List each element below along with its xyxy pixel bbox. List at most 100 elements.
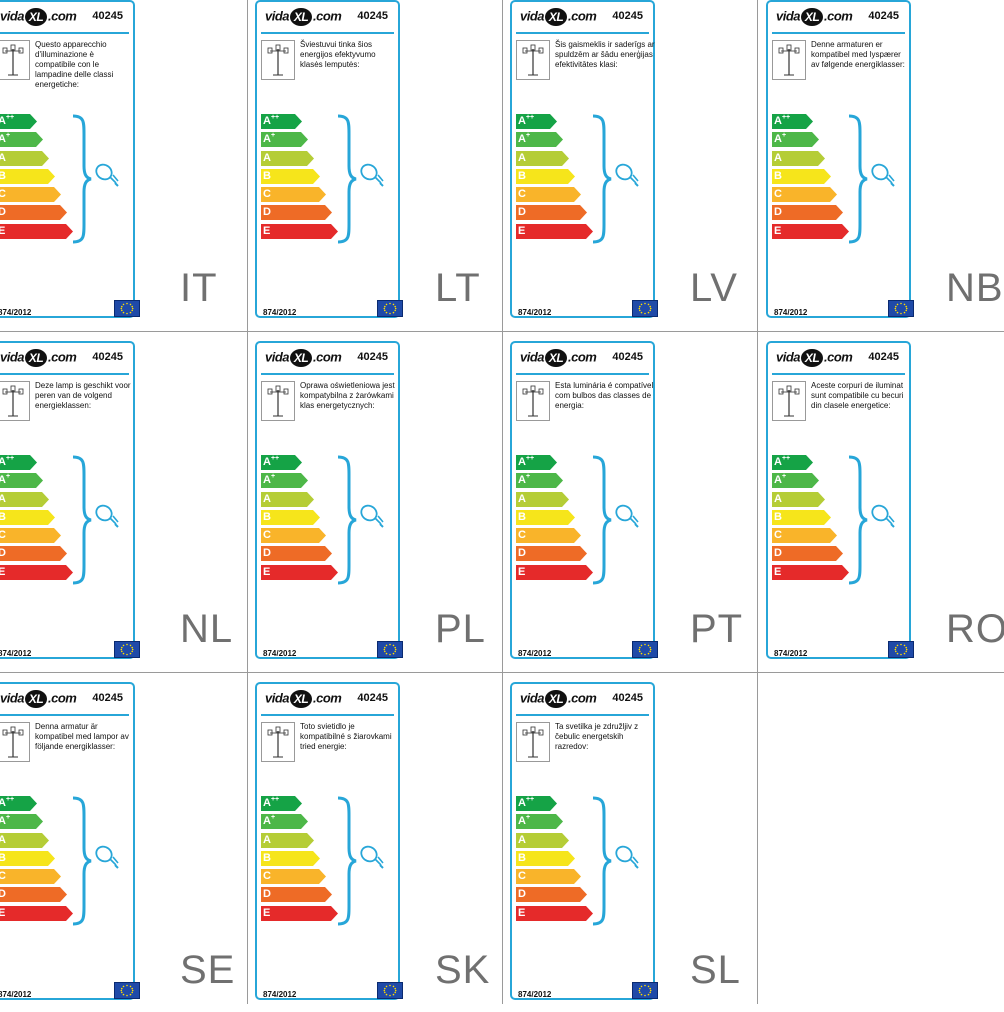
energy-class-label: A+: [518, 473, 530, 488]
light-bulb-icon: [360, 504, 384, 528]
energy-class-letter: C: [0, 870, 6, 883]
energy-class-letter: A: [518, 151, 526, 164]
language-code: SL: [690, 948, 741, 992]
floor-lamp-icon: [0, 40, 30, 80]
brand-prefix: vida: [776, 8, 801, 24]
energy-class-label: A++: [263, 114, 279, 129]
brand-xl: XL: [545, 349, 568, 367]
energy-class-letter: A: [263, 833, 271, 846]
brand-suffix: .com: [824, 349, 853, 365]
energy-class-letter: A: [518, 797, 526, 809]
energy-class-modifier: +: [5, 814, 11, 822]
energy-class-label: E: [0, 906, 5, 921]
energy-label-cell-lv: vida XL .com 40245 Šis gaismeklis ir sader…: [510, 0, 760, 330]
energy-class-label: A++: [518, 796, 534, 811]
brand-suffix: .com: [48, 8, 77, 24]
eu-flag-icon: [114, 641, 140, 658]
energy-class-letter: D: [0, 547, 6, 560]
brand-prefix: vida: [265, 8, 290, 24]
energy-class-label: D: [263, 546, 271, 561]
light-bulb-icon: [360, 845, 384, 869]
brace-icon: [592, 114, 612, 244]
energy-class-letter: E: [0, 906, 6, 919]
energy-class-label: E: [774, 565, 781, 580]
brace-icon: [337, 114, 357, 244]
energy-class-letter: A: [774, 492, 782, 505]
energy-class-letter: D: [518, 206, 526, 219]
energy-class-letter: C: [518, 188, 526, 201]
energy-class-label: D: [0, 205, 6, 220]
energy-class-letter: A: [0, 151, 6, 164]
energy-class-letter: D: [263, 206, 271, 219]
energy-class-letter: D: [263, 888, 271, 901]
brand-prefix: vida: [776, 349, 801, 365]
energy-class-letter: C: [263, 529, 271, 542]
energy-class-letter: A: [518, 833, 526, 846]
energy-class-letter: A: [0, 797, 6, 809]
energy-label-cell-pt: vida XL .com 40245 Esta luminária é compat…: [510, 341, 760, 671]
energy-class-letter: B: [518, 510, 526, 523]
energy-class-label: D: [774, 205, 782, 220]
light-bulb-icon: [871, 504, 895, 528]
language-code: PT: [690, 607, 744, 651]
energy-class-label: A++: [263, 455, 279, 470]
energy-class-label: E: [518, 906, 525, 921]
energy-label-card: vida XL .com 40245 Aceste corpuri de ilumi…: [766, 341, 914, 659]
energy-class-letter: A: [0, 474, 6, 487]
energy-class-letter: B: [263, 851, 271, 864]
energy-class-label: A: [774, 151, 782, 166]
floor-lamp-icon: [0, 381, 30, 421]
eu-flag-icon: [377, 641, 403, 658]
energy-class-label: A: [0, 492, 6, 507]
energy-class-label: A: [774, 492, 782, 507]
eu-flag-icon: [888, 641, 914, 658]
compatibility-text: Aceste corpuri de iluminat sunt compatib…: [811, 381, 904, 410]
product-code: 40245: [612, 10, 643, 22]
brace-icon: [848, 114, 868, 244]
energy-label-card: vida XL .com 40245 Esta luminária é compat…: [510, 341, 658, 659]
energy-class-label: C: [263, 869, 271, 884]
energy-class-label: E: [0, 565, 5, 580]
energy-class-letter: D: [518, 888, 526, 901]
energy-class-label: B: [263, 851, 271, 866]
energy-class-label: A: [263, 492, 271, 507]
product-code: 40245: [357, 692, 388, 704]
energy-class-letter: A: [0, 833, 6, 846]
energy-label-card: vida XL .com 40245 Questo apparecchio d'il…: [0, 0, 140, 318]
brand-logo: vida XL .com: [776, 8, 853, 26]
energy-class-letter: E: [774, 224, 782, 237]
energy-class-letter: B: [518, 851, 526, 864]
language-code: NL: [180, 607, 234, 651]
brand-suffix: .com: [824, 8, 853, 24]
brand-xl: XL: [801, 8, 824, 26]
energy-class-label: A++: [518, 114, 534, 129]
energy-class-letter: A: [518, 115, 526, 127]
energy-class-letter: A: [518, 456, 526, 468]
energy-class-letter: A: [0, 133, 6, 146]
light-bulb-icon: [615, 163, 639, 187]
language-code: LT: [435, 266, 481, 310]
brand-logo: vida XL .com: [520, 8, 597, 26]
energy-class-label: A+: [518, 814, 530, 829]
brand-xl: XL: [801, 349, 824, 367]
grid-divider: [0, 331, 1004, 332]
brace-icon: [72, 114, 92, 244]
energy-class-letter: A: [263, 492, 271, 505]
energy-class-label: B: [0, 169, 6, 184]
energy-class-letter: A: [518, 815, 526, 828]
energy-class-letter: A: [518, 474, 526, 487]
energy-class-label: C: [263, 528, 271, 543]
regulation-number: 874/2012: [518, 308, 552, 317]
energy-label-card: vida XL .com 40245 Šviestuvui tinka šios e…: [255, 0, 403, 318]
energy-class-letter: E: [263, 224, 271, 237]
energy-class-label: D: [518, 887, 526, 902]
energy-label-cell-sk: vida XL .com 40245 Toto svietidlo je kompa…: [255, 682, 505, 1012]
light-bulb-icon: [871, 163, 895, 187]
energy-label-card: vida XL .com 40245 Denna armatur är kompat…: [0, 682, 140, 1000]
brand-suffix: .com: [48, 690, 77, 706]
eu-flag-icon: [888, 300, 914, 317]
product-code: 40245: [92, 351, 123, 363]
energy-class-letter: B: [0, 169, 6, 182]
energy-class-letter: B: [518, 169, 526, 182]
floor-lamp-icon: [0, 722, 30, 762]
